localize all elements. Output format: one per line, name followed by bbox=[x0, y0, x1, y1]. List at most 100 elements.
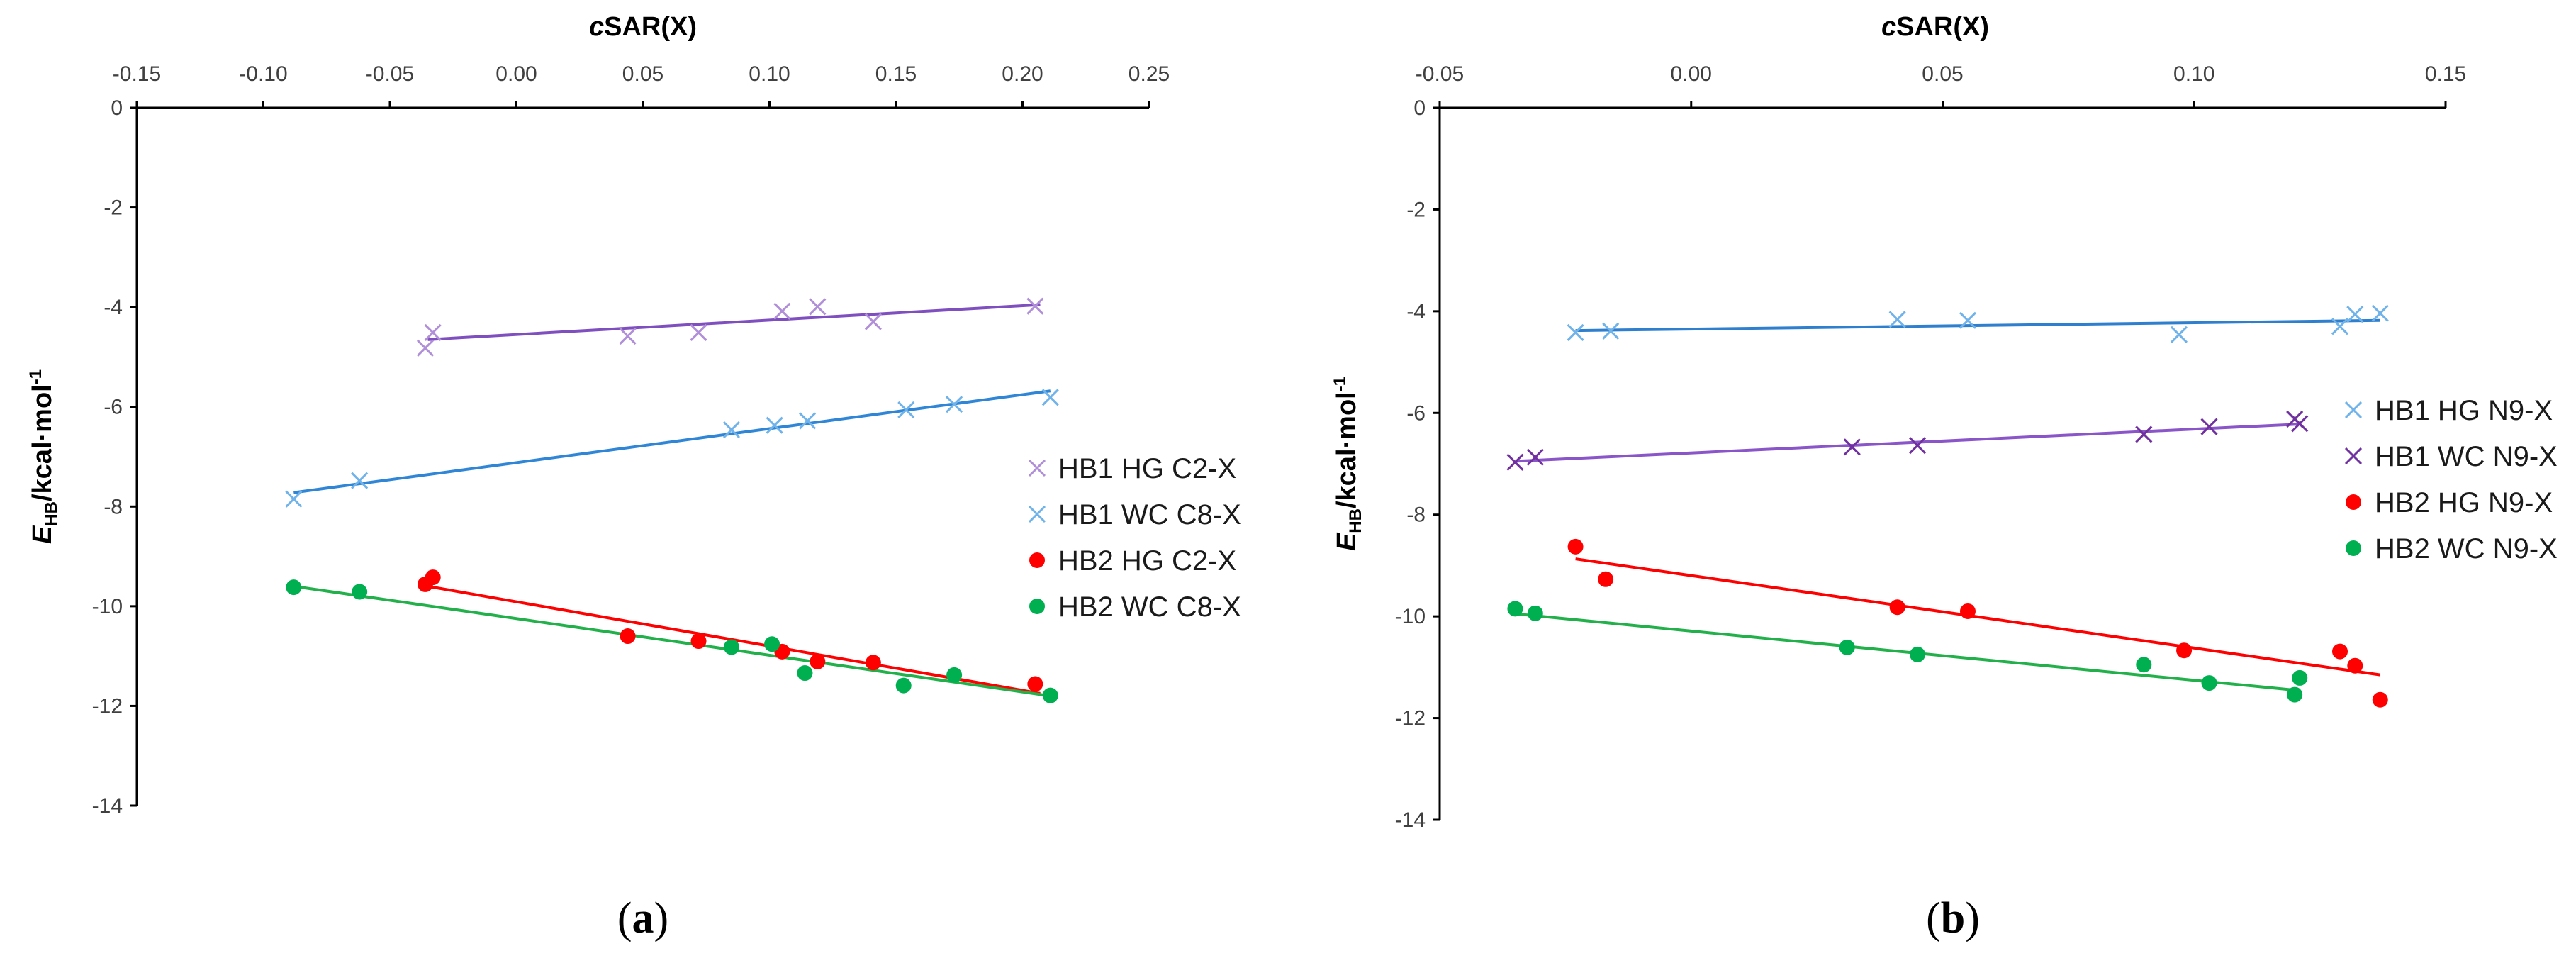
panel-letter: a bbox=[632, 894, 654, 942]
data-point bbox=[1959, 311, 1977, 329]
y-tick-label: -14 bbox=[1395, 808, 1426, 832]
marker-stroke bbox=[722, 421, 741, 439]
x-tick-label: 0.00 bbox=[495, 62, 537, 86]
marker-stroke bbox=[897, 401, 915, 418]
legend-item: HB1 WC N9-X bbox=[2344, 441, 2558, 472]
marker-stroke bbox=[1567, 323, 1584, 342]
data-point bbox=[1507, 601, 1523, 617]
marker-stroke bbox=[351, 472, 369, 489]
marker-stroke bbox=[2344, 401, 2363, 419]
x-axis-title: cSAR(X) bbox=[1881, 12, 1989, 42]
legend-item: HB2 HG C2-X bbox=[1029, 545, 1236, 577]
marker-stroke bbox=[2135, 425, 2153, 443]
marker-stroke bbox=[1026, 297, 1044, 315]
y-tick-label: -2 bbox=[1406, 198, 1426, 221]
marker-stroke bbox=[1602, 322, 1620, 340]
trendline-hb2-wc-n9-x bbox=[1515, 612, 2295, 692]
x-tick-label: 0.15 bbox=[2425, 62, 2466, 86]
data-point bbox=[2176, 642, 2193, 659]
data-point bbox=[2200, 418, 2218, 435]
legend-item: HB2 WC C8-X bbox=[1029, 591, 1241, 623]
marker-stroke bbox=[1526, 448, 1544, 466]
marker-stroke bbox=[2200, 418, 2218, 435]
data-point bbox=[1526, 448, 1544, 466]
marker-stroke bbox=[2331, 318, 2349, 335]
y-tick-label: -4 bbox=[103, 296, 123, 319]
data-point bbox=[864, 313, 882, 330]
panel-label: (b) bbox=[1926, 894, 1980, 942]
x-tick-label: 0.20 bbox=[1002, 62, 1043, 86]
legend-label: HB2 WC N9-X bbox=[2375, 533, 2558, 564]
y-tick-label: -12 bbox=[92, 694, 123, 718]
legend-label: HB1 WC N9-X bbox=[2375, 441, 2558, 472]
marker-stroke bbox=[424, 323, 442, 342]
data-point bbox=[2372, 691, 2388, 708]
x-axis-title: cSAR(X) bbox=[589, 12, 697, 42]
series-hb2-hg-n9-x bbox=[1567, 538, 2388, 708]
data-point bbox=[1959, 603, 1976, 619]
series-hb2-wc-c8-x bbox=[286, 579, 1058, 703]
legend-marker bbox=[2346, 494, 2361, 510]
data-point bbox=[2170, 326, 2188, 343]
marker-stroke bbox=[798, 412, 817, 430]
data-point bbox=[2291, 415, 2309, 433]
legend-item: HB2 WC N9-X bbox=[2346, 533, 2558, 564]
marker-stroke bbox=[1041, 389, 1059, 406]
legend-marker bbox=[2346, 540, 2361, 556]
y-tick-label: -10 bbox=[92, 595, 123, 618]
data-point bbox=[424, 323, 442, 342]
legend-item: HB2 HG N9-X bbox=[2346, 487, 2553, 518]
data-point bbox=[1026, 297, 1044, 315]
legend-marker bbox=[1029, 599, 1045, 614]
marker-stroke bbox=[2344, 447, 2363, 465]
legend-marker bbox=[1028, 459, 1046, 477]
data-point bbox=[2287, 686, 2303, 703]
marker-stroke bbox=[2291, 415, 2309, 433]
legend-marker bbox=[2344, 401, 2363, 419]
y-tick-label: -10 bbox=[1395, 605, 1426, 628]
x-tick-label: 0.25 bbox=[1129, 62, 1170, 86]
data-point bbox=[723, 639, 739, 655]
legend-label: HB2 HG C2-X bbox=[1058, 545, 1236, 577]
marker-stroke bbox=[1028, 459, 1046, 477]
marker-stroke bbox=[416, 339, 435, 357]
data-point bbox=[1908, 437, 1927, 455]
data-point bbox=[766, 416, 783, 434]
data-point bbox=[764, 636, 780, 652]
data-point bbox=[897, 401, 915, 418]
data-point bbox=[690, 633, 707, 650]
data-point bbox=[1041, 389, 1059, 406]
data-point bbox=[619, 327, 637, 345]
data-point bbox=[1602, 322, 1620, 340]
x-tick-label: -0.05 bbox=[366, 62, 414, 86]
marker-stroke bbox=[773, 302, 791, 320]
data-point bbox=[865, 655, 881, 671]
y-tick-label: -14 bbox=[92, 794, 123, 818]
y-tick-label: 0 bbox=[111, 96, 123, 120]
x-tick-label: 0.10 bbox=[2173, 62, 2214, 86]
marker-stroke bbox=[1028, 505, 1046, 523]
data-point bbox=[2135, 425, 2153, 443]
data-point bbox=[1889, 599, 1905, 616]
trendline-hb1-hg-c2-x bbox=[427, 303, 1041, 341]
data-point bbox=[2332, 643, 2348, 660]
data-point bbox=[1567, 538, 1584, 555]
marker-stroke bbox=[2346, 306, 2364, 323]
y-tick-label: 0 bbox=[1413, 96, 1426, 120]
data-point bbox=[620, 628, 636, 645]
x-tick-label: 0.10 bbox=[749, 62, 790, 86]
x-tick-label: -0.15 bbox=[113, 62, 161, 86]
y-tick-label: -6 bbox=[103, 396, 123, 419]
legend-marker bbox=[2344, 447, 2363, 465]
y-tick-label: -8 bbox=[103, 495, 123, 518]
data-point bbox=[946, 396, 963, 413]
data-point bbox=[1843, 438, 1861, 456]
data-point bbox=[2371, 304, 2389, 322]
x-tick-label: 0.00 bbox=[1671, 62, 1712, 86]
marker-stroke bbox=[690, 323, 707, 342]
y-tick-label: -6 bbox=[1406, 401, 1426, 425]
data-point bbox=[809, 298, 827, 316]
marker-stroke bbox=[285, 490, 303, 508]
series-hb1-hg-n9-x bbox=[1567, 304, 2389, 343]
